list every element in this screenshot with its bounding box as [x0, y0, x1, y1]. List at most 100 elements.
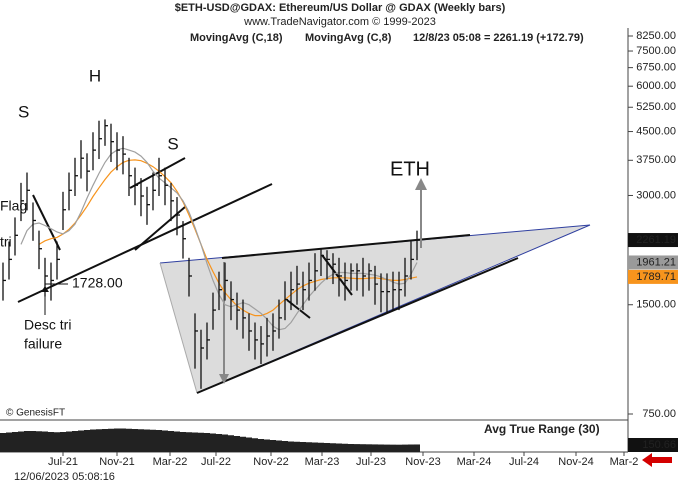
- price-label-box: [628, 233, 678, 248]
- y-tick-label: 3750.00: [636, 154, 676, 166]
- atr-bar: [252, 438, 258, 452]
- atr-label: 150.66: [642, 439, 676, 451]
- y-tick-label: 8250.00: [636, 30, 676, 42]
- atr-bar: [216, 434, 222, 452]
- atr-bar: [336, 443, 342, 452]
- atr-bar: [72, 431, 78, 452]
- watermark: © GenesisFT: [6, 408, 65, 419]
- atr-bar: [396, 444, 402, 452]
- annotation: S: [18, 102, 29, 121]
- atr-bar: [24, 431, 30, 452]
- trendline: [129, 157, 186, 189]
- atr-bar: [138, 429, 144, 452]
- atr-bar: [318, 442, 324, 452]
- atr-bar: [342, 443, 348, 452]
- price-label: 1789.71: [636, 271, 676, 283]
- atr-bar: [204, 433, 210, 452]
- atr-bar: [150, 429, 156, 452]
- annotation: H: [89, 66, 101, 85]
- quote: 12/8/23 05:08 = 2261.19 (+172.79): [413, 32, 584, 44]
- atr-label-box: [628, 438, 678, 452]
- neckline: [17, 183, 273, 303]
- x-tick-label: Jul-21: [48, 456, 78, 468]
- atr-bar: [324, 443, 330, 452]
- trendline: [196, 257, 519, 394]
- annotation: ETH: [390, 158, 430, 180]
- atr-bar: [222, 434, 228, 452]
- arrow-head: [219, 374, 229, 384]
- atr-bar: [132, 429, 138, 452]
- atr-bar: [90, 429, 96, 452]
- price-label: 1961.21: [636, 256, 676, 268]
- atr-bar: [84, 430, 90, 452]
- x-tick-label: Jul-22: [201, 456, 231, 468]
- atr-bar: [6, 432, 12, 452]
- x-tick-label: Mar-24: [457, 456, 492, 468]
- atr-bar: [12, 432, 18, 452]
- annotation: Flag: [0, 198, 27, 214]
- atr-bar: [384, 444, 390, 452]
- x-tick-label: Jul-23: [356, 456, 386, 468]
- chart-title: $ETH-USD@GDAX: Ethereum/US Dollar @ GDAX…: [175, 2, 506, 14]
- trendline: [221, 234, 471, 259]
- annotation: 1728.00: [72, 275, 123, 291]
- atr-bar: [306, 442, 312, 452]
- atr-title: Avg True Range (30): [484, 422, 600, 436]
- x-tick-label: Mar-22: [153, 456, 188, 468]
- y-tick-label: 6000.00: [636, 80, 676, 92]
- subtitle: www.TradeNavigator.com © 1999-2023: [243, 16, 436, 28]
- atr-bar: [294, 441, 300, 452]
- atr-bar: [192, 432, 198, 452]
- atr-bar: [402, 444, 408, 452]
- atr-bar: [186, 432, 192, 452]
- atr-bar: [78, 430, 84, 452]
- price-label-box: [628, 269, 678, 284]
- flag-line: [32, 194, 61, 251]
- atr-bar: [300, 442, 306, 452]
- atr-bar: [390, 444, 396, 452]
- arrow-head: [415, 178, 427, 190]
- atr-bar: [180, 432, 186, 452]
- atr-bar: [0, 433, 6, 452]
- atr-bar: [18, 431, 24, 452]
- atr-bar: [408, 444, 414, 452]
- atr-bar: [288, 441, 294, 452]
- atr-bar: [282, 441, 288, 452]
- atr-bar: [144, 429, 150, 452]
- y-tick-label: 7500.00: [636, 45, 676, 57]
- y-tick-label: 6750.00: [636, 62, 676, 74]
- atr-bar: [348, 444, 354, 452]
- atr-bar: [168, 431, 174, 452]
- atr-bar: [210, 433, 216, 452]
- legend-label: MovingAvg (C,8): [305, 32, 392, 44]
- atr-bar: [246, 437, 252, 452]
- atr-bar: [114, 428, 120, 452]
- x-tick-label: Nov-22: [253, 456, 288, 468]
- timestamp: 12/06/2023 05:08:16: [14, 471, 115, 483]
- price-label: 2261.19: [636, 234, 676, 246]
- atr-bar: [414, 444, 420, 452]
- atr-bar: [330, 443, 336, 452]
- atr-bar: [120, 428, 126, 452]
- atr-bar: [258, 439, 264, 452]
- x-tick-label: Mar-2: [610, 456, 639, 468]
- atr-bar: [234, 436, 240, 452]
- atr-bar: [360, 444, 366, 452]
- atr-bar: [108, 428, 114, 452]
- atr-bar: [30, 431, 36, 452]
- y-tick-label: 750.00: [642, 408, 676, 420]
- atr-bar: [96, 429, 102, 452]
- atr-bar: [162, 430, 168, 452]
- scroll-arrow[interactable]: [642, 453, 672, 467]
- atr-bar: [156, 430, 162, 452]
- atr-bar: [42, 431, 48, 452]
- trendline: [159, 262, 198, 394]
- atr-bar: [174, 431, 180, 452]
- atr-bar: [198, 432, 204, 452]
- atr-bar: [372, 444, 378, 452]
- annotation: Desc tri: [24, 317, 71, 333]
- x-tick-label: Mar-23: [305, 456, 340, 468]
- x-tick-label: Nov-24: [558, 456, 593, 468]
- annotation: S: [167, 134, 178, 153]
